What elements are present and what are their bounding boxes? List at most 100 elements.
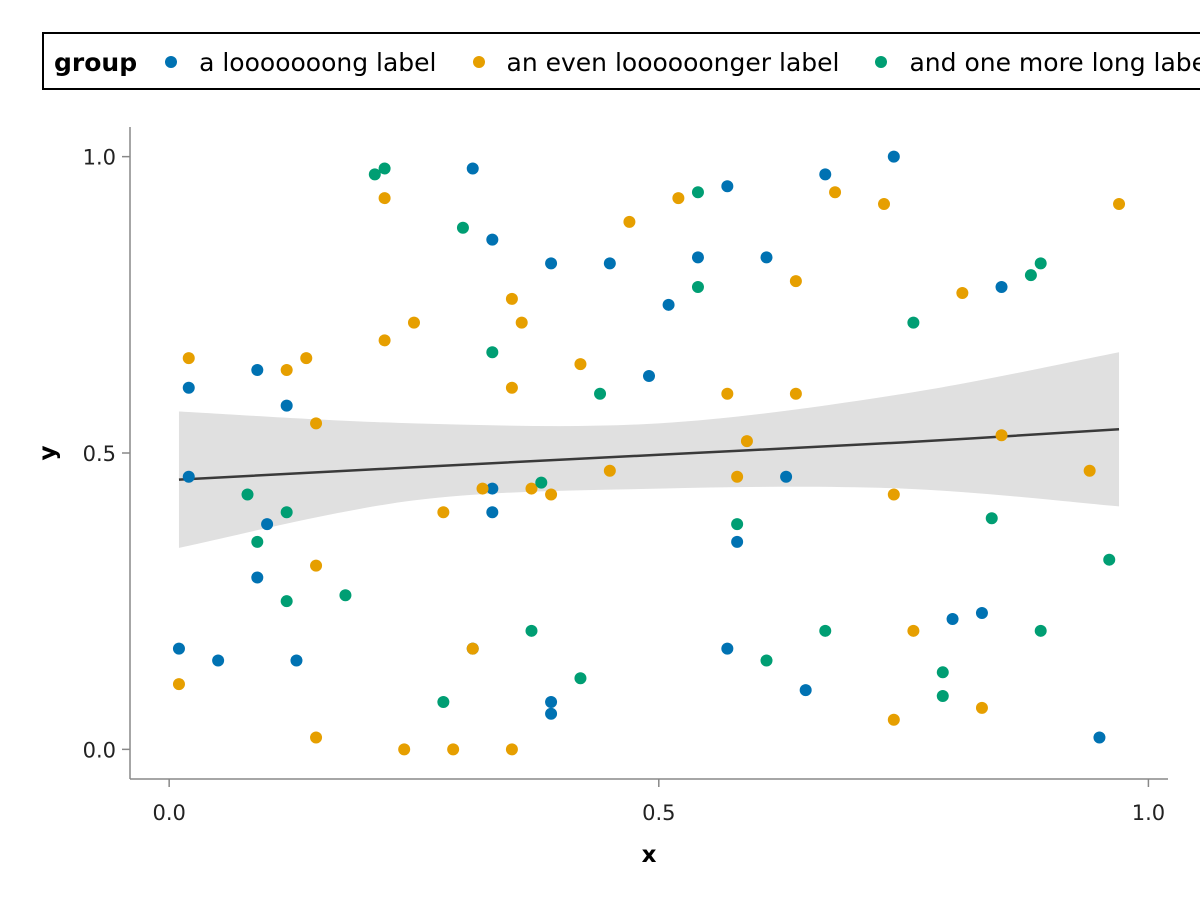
point-series-1-22: [721, 180, 734, 193]
point-series-2-7: [310, 731, 323, 744]
point-series-2-35: [907, 624, 920, 637]
point-series-3-12: [535, 476, 548, 489]
point-series-3-15: [691, 186, 704, 199]
point-series-2-40: [1113, 198, 1126, 211]
point-series-2-8: [378, 192, 391, 205]
point-series-2-21: [545, 488, 558, 501]
x-tick-label-2: 0.5: [642, 801, 675, 825]
point-series-1-7: [261, 518, 274, 531]
point-series-2-20: [525, 482, 538, 495]
legend-label-3: and one more long label: [909, 47, 1200, 77]
point-series-3-3: [280, 595, 293, 608]
point-series-2-13: [447, 743, 460, 756]
point-series-2-23: [603, 464, 616, 477]
point-series-2-38: [995, 429, 1008, 442]
point-series-1-27: [799, 684, 812, 697]
point-series-2-27: [740, 435, 753, 448]
point-series-1-11: [486, 482, 499, 495]
point-series-2-17: [505, 381, 518, 394]
x-tick-label-1: 0.0: [152, 801, 185, 825]
point-series-2-9: [378, 334, 391, 347]
legend-item-2: an even loooooonger label: [472, 47, 840, 77]
point-series-2-18: [515, 316, 528, 329]
point-series-1-28: [819, 168, 832, 181]
point-series-2-30: [789, 275, 802, 288]
point-series-1-16: [545, 695, 558, 708]
point-series-1-1: [172, 642, 185, 655]
point-series-3-24: [1024, 269, 1037, 282]
point-series-2-12: [437, 506, 450, 519]
point-series-2-34: [887, 488, 900, 501]
point-series-3-19: [819, 624, 832, 637]
y-axis-title: y: [35, 446, 61, 461]
legend-marker-2: [472, 56, 485, 68]
point-series-3-26: [1034, 624, 1047, 637]
point-series-3-17: [731, 518, 744, 531]
point-series-1-12: [486, 506, 499, 519]
point-series-2-29: [789, 387, 802, 400]
point-series-3-7: [378, 162, 391, 175]
point-series-3-21: [936, 690, 949, 703]
point-series-2-4: [300, 352, 313, 365]
point-series-3-20: [907, 316, 920, 329]
point-series-1-33: [1093, 731, 1106, 744]
trend-line-layer: [178, 428, 1120, 481]
point-series-2-36: [956, 286, 969, 299]
point-series-1-6: [251, 571, 264, 584]
point-series-3-4: [280, 506, 293, 519]
point-series-2-33: [887, 713, 900, 726]
point-series-2-32: [878, 198, 891, 211]
point-series-1-32: [995, 281, 1008, 294]
x-tick-label-3: 1.0: [1132, 801, 1165, 825]
point-series-3-8: [437, 695, 450, 708]
point-series-2-5: [310, 417, 323, 430]
point-series-1-23: [721, 642, 734, 655]
x-axis-title: x: [642, 842, 657, 868]
point-series-1-24: [731, 535, 744, 548]
point-series-3-27: [1103, 553, 1116, 566]
point-series-2-24: [623, 215, 636, 228]
point-series-2-14: [466, 642, 479, 655]
point-series-2-6: [310, 559, 323, 572]
point-series-3-11: [525, 624, 538, 637]
point-series-1-4: [212, 654, 225, 667]
point-series-1-2: [182, 381, 195, 394]
point-series-3-18: [760, 654, 773, 667]
point-series-2-31: [829, 186, 842, 199]
point-series-1-10: [466, 162, 479, 175]
point-series-2-10: [398, 743, 411, 756]
point-series-2-37: [975, 701, 988, 714]
legend-item-1: a looooooong label: [165, 47, 437, 77]
point-series-3-22: [936, 666, 949, 679]
point-series-1-25: [760, 251, 773, 264]
legend: group a looooooong label an even loooooo…: [42, 32, 1200, 90]
point-series-2-15: [476, 482, 489, 495]
point-series-1-3: [182, 470, 195, 483]
legend-label-1: a looooooong label: [199, 47, 437, 77]
legend-marker-3: [875, 56, 888, 68]
point-series-2-28: [731, 470, 744, 483]
point-series-1-5: [251, 364, 264, 377]
y-tick-label-3: 1.0: [83, 146, 116, 170]
point-series-3-16: [691, 281, 704, 294]
point-series-2-3: [280, 364, 293, 377]
point-series-2-11: [407, 316, 420, 329]
point-series-1-26: [780, 470, 793, 483]
point-series-3-14: [594, 387, 607, 400]
point-series-3-2: [251, 535, 264, 548]
point-series-3-25: [1034, 257, 1047, 270]
y-tick-label-1: 0.0: [83, 738, 116, 762]
confidence-band-layer: [178, 352, 1120, 548]
legend-label-2: an even loooooonger label: [506, 47, 840, 77]
legend-item-3: and one more long label: [875, 48, 1200, 77]
point-series-3-23: [985, 512, 998, 525]
point-series-1-31: [975, 607, 988, 620]
point-series-3-9: [456, 221, 469, 234]
point-series-1-29: [887, 150, 900, 163]
point-series-2-16: [505, 292, 518, 305]
point-series-2-25: [672, 192, 685, 205]
point-series-2-19: [505, 743, 518, 756]
point-series-1-8: [280, 399, 293, 412]
point-series-3-5: [339, 589, 352, 602]
